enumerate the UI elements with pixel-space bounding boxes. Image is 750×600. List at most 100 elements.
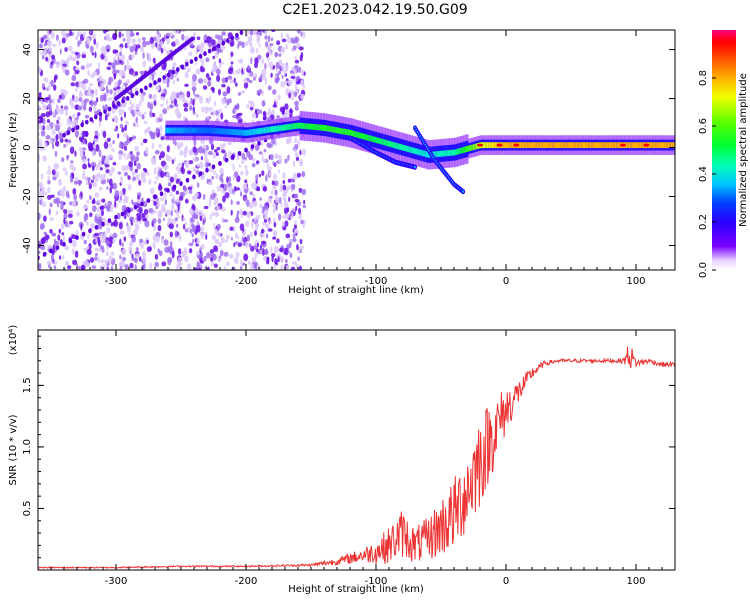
noise-dot	[283, 80, 286, 88]
line-core	[365, 134, 368, 141]
line-core	[594, 142, 597, 149]
noise-dot	[149, 36, 155, 45]
noise-dot	[208, 106, 213, 112]
noise-dot	[213, 263, 218, 268]
noise-dot	[270, 37, 274, 42]
line-core	[449, 150, 452, 156]
line-core	[326, 125, 329, 132]
line-core	[446, 150, 449, 157]
line-core	[181, 127, 184, 134]
noise-dot	[52, 176, 57, 181]
noise-dot	[132, 39, 135, 48]
noise-dot	[261, 75, 267, 81]
noise-dot	[212, 253, 217, 261]
x-tick-label: -200	[235, 276, 258, 287]
noise-dot	[282, 184, 287, 191]
line-core	[603, 142, 606, 149]
noise-dot	[273, 222, 277, 228]
noise-dot	[53, 76, 57, 83]
noise-dot	[124, 42, 128, 49]
noise-dot	[294, 64, 299, 70]
line-core	[195, 127, 198, 134]
noise-dot	[105, 85, 109, 92]
line-core	[507, 142, 510, 149]
line-core	[344, 128, 347, 135]
noise-dot	[80, 223, 83, 231]
streak-dot	[88, 228, 92, 234]
noise-dot	[168, 223, 174, 230]
noise-dot	[130, 151, 133, 155]
noise-dot	[216, 146, 221, 151]
noise-dot	[95, 144, 100, 152]
noise-dot	[189, 217, 195, 224]
noise-dot	[200, 67, 206, 73]
streak-dot	[244, 147, 248, 153]
noise-dot	[39, 181, 44, 190]
noise-dot	[108, 255, 113, 262]
line-core	[572, 142, 575, 149]
noise-dot	[163, 239, 169, 246]
noise-dot	[115, 69, 121, 74]
noise-dot	[51, 128, 56, 136]
noise-dot	[87, 158, 90, 162]
noise-dot	[159, 103, 164, 107]
noise-dot	[256, 47, 259, 54]
line-core	[525, 142, 528, 149]
colorbar-tick-label: 0.2	[698, 214, 709, 230]
noise-dot	[160, 47, 164, 54]
noise-dot	[277, 169, 281, 173]
noise-dot	[193, 32, 197, 37]
branch-core	[462, 190, 465, 193]
noise-dot	[268, 220, 272, 224]
line-core	[599, 142, 602, 149]
noise-dot	[288, 250, 291, 254]
noise-dot	[188, 248, 193, 254]
noise-dot	[93, 38, 96, 45]
noise-dot	[105, 252, 109, 256]
noise-dot	[111, 148, 115, 152]
noise-dot	[274, 77, 279, 84]
noise-dot	[277, 256, 280, 262]
noise-dot	[212, 110, 217, 116]
noise-dot	[233, 171, 239, 178]
noise-dot	[91, 33, 96, 40]
noise-dot	[152, 241, 156, 250]
line-core	[597, 142, 600, 149]
noise-dot	[216, 223, 221, 230]
streak-dot	[159, 191, 164, 197]
noise-dot	[49, 202, 53, 208]
noise-dot	[221, 149, 226, 154]
noise-dot	[297, 66, 302, 73]
noise-dot	[47, 103, 52, 110]
noise-dot	[177, 162, 183, 167]
noise-dot	[195, 113, 199, 118]
line-core	[536, 142, 539, 149]
noise-dot	[211, 234, 216, 240]
noise-dot	[141, 212, 146, 218]
line-core	[305, 123, 308, 130]
noise-dot	[106, 227, 111, 234]
noise-dot	[298, 46, 304, 51]
noise-dot	[86, 248, 92, 255]
noise-dot	[177, 203, 180, 211]
noise-dot	[126, 58, 129, 66]
noise-dot	[245, 241, 249, 249]
noise-dot	[40, 51, 44, 55]
line-core	[631, 142, 634, 149]
line-core	[508, 142, 511, 149]
line-core	[177, 127, 181, 134]
noise-dot	[185, 145, 188, 153]
noise-dot	[163, 191, 167, 200]
noise-dot	[263, 256, 267, 262]
noise-dot	[294, 59, 299, 64]
noise-dot	[286, 185, 292, 191]
noise-dot	[287, 178, 292, 183]
streak-dot	[135, 90, 139, 96]
noise-dot	[41, 201, 47, 208]
noise-dot	[237, 115, 242, 121]
noise-dot	[106, 266, 109, 270]
noise-dot	[113, 74, 116, 80]
line-core	[447, 150, 450, 156]
noise-dot	[73, 96, 79, 103]
